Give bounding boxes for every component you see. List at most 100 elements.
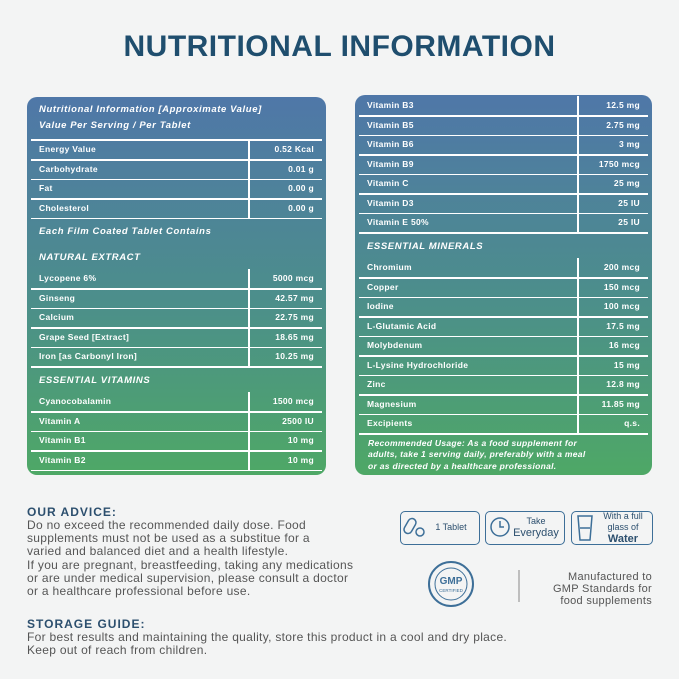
col-line (248, 411, 250, 432)
row-label: Carbohydrate (39, 163, 98, 174)
row-line (359, 296, 648, 298)
row-label: Zinc (367, 379, 386, 389)
badge-text: Everyday (513, 527, 559, 539)
col-line (248, 308, 250, 328)
row-line (31, 288, 322, 290)
row-value: 0.01 g (288, 163, 314, 174)
row-line (31, 366, 322, 368)
row-value: 10.25 mg (275, 351, 314, 361)
row-line (359, 134, 648, 136)
row-value: 2500 IU (282, 415, 314, 426)
advice-text: supplements must not be used as a substi… (27, 531, 310, 546)
section-heading: NATURAL EXTRACT (39, 251, 141, 263)
storage-title: STORAGE GUIDE: (27, 617, 146, 631)
badge-text: Water (607, 532, 639, 545)
row-line (359, 212, 648, 214)
row-label: Calcium (39, 312, 75, 322)
row-label: Excipients (367, 418, 413, 428)
row-line (359, 355, 648, 357)
row-label: Grape Seed [Extract] (39, 331, 130, 342)
badge (571, 511, 653, 545)
advice-text: Do no exceed the recommended daily dose.… (27, 518, 306, 532)
row-label: L-Glutamic Acid (367, 320, 437, 331)
row-label: Vitamin B3 (367, 100, 414, 110)
usage-text: adults, take 1 serving daily, preferably… (368, 449, 586, 459)
col-line (577, 258, 579, 278)
row-line (31, 178, 322, 180)
col-line (577, 375, 579, 395)
row-line (359, 413, 648, 415)
row-value: 150 mcg (603, 281, 640, 292)
row-line (359, 433, 648, 435)
row-label: Vitamin D3 (367, 197, 414, 208)
row-value: 1750 mcg (598, 158, 640, 169)
row-line (359, 193, 648, 195)
row-label: Vitamin B1 (39, 435, 86, 445)
row-value: 0.52 Kcal (274, 144, 314, 154)
row-value: 17.5 mg (606, 320, 640, 331)
title: NUTRITIONAL INFORMATION (123, 30, 556, 63)
col-line (248, 327, 250, 348)
row-label: Iodine (367, 301, 394, 311)
row-line (359, 394, 648, 396)
row-value: 25 IU (618, 197, 640, 208)
row-line (31, 450, 322, 452)
col-line (577, 297, 579, 317)
col-line (577, 115, 579, 136)
col-line (248, 179, 250, 199)
usage-text: Recommended Usage: As a food supplement … (368, 437, 578, 448)
row-value: 10 mg (287, 435, 314, 445)
col-line (577, 96, 579, 116)
col-line (577, 355, 579, 376)
col-line (248, 269, 250, 289)
row-label: Cholesterol (39, 202, 90, 213)
row-value: 15 mg (613, 359, 640, 370)
col-line (577, 277, 579, 298)
row-value: 16 mcg (608, 340, 640, 350)
col-line (577, 193, 579, 214)
row-value: 100 mcg (603, 301, 640, 311)
row-value: 5000 mcg (272, 273, 314, 283)
row-label: Molybdenum (367, 340, 423, 350)
row-label: Energy Value (39, 144, 96, 154)
row-line (31, 346, 322, 348)
storage-text: Keep out of reach from children. (27, 643, 208, 657)
col-line (577, 135, 579, 155)
usage-text: or as directed by a healthcare professio… (368, 460, 557, 471)
advice-text: If you are pregnant, breastfeeding, taki… (27, 557, 354, 572)
badge-text: 1 Tablet (435, 521, 467, 532)
row-line (31, 430, 322, 432)
gmp-text: Manufactured to (568, 571, 652, 583)
col-line (248, 450, 250, 471)
row-value: 1500 mcg (272, 396, 314, 406)
row-label: Iron [as Carbonyl Iron] (39, 351, 138, 361)
badge-text: With a full (603, 510, 643, 521)
badge (485, 511, 565, 545)
row-label: Chromium (367, 262, 412, 272)
col-line (577, 213, 579, 233)
col-line (577, 414, 579, 434)
row-value: q.s. (624, 418, 640, 428)
advice-text: or are under medical supervision, please… (27, 570, 349, 585)
row-label: Cyanocobalamin (39, 396, 112, 406)
row-label: L-Lysine Hydrochloride (367, 359, 469, 370)
row-value: 2.75 mg (606, 119, 640, 130)
row-value: 0.00 g (288, 202, 314, 213)
col-line (248, 140, 250, 160)
row-label: Vitamin E 50% (367, 217, 429, 227)
row-value: 12.5 mg (606, 100, 640, 110)
row-value: 18.65 mg (275, 331, 314, 342)
row-value: 42.57 mg (275, 292, 314, 303)
row-value: 3 mg (618, 139, 640, 149)
row-line (31, 217, 322, 219)
row-label: Ginseng (39, 292, 76, 303)
row-line (359, 173, 648, 175)
panel-header: Value Per Serving / Per Tablet (39, 120, 191, 131)
gmp-text: food supplements (560, 595, 652, 607)
col-line (248, 198, 250, 219)
row-value: 25 mg (613, 178, 640, 188)
col-line (577, 316, 579, 337)
col-line (248, 431, 250, 451)
